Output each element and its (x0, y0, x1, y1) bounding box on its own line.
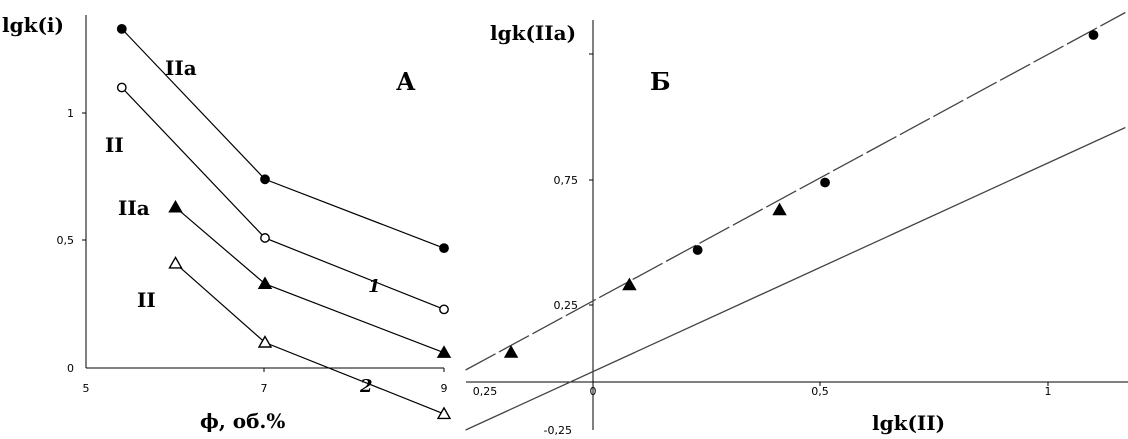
panel-a-x-axis-label: ϕ, об.% (200, 409, 285, 433)
panel-a-data-point (436, 345, 452, 358)
series-label-ii-triangles: II (137, 288, 156, 312)
panel-a-series-line (121, 87, 445, 310)
panel-a-y-tick-label: 1 (67, 107, 74, 120)
panel-a-data-point (116, 82, 127, 93)
panel-b-dashed-fit-line (465, 11, 1126, 371)
series-label-ii-circles: II (105, 133, 124, 157)
panel-a-label: А (396, 67, 416, 96)
panel-a-data-point (436, 406, 452, 420)
panel-b-data-point (503, 345, 519, 358)
panel-a-y-axis-label: lgk(i) (2, 13, 64, 37)
panel-b-solid-diagonal-line (465, 126, 1126, 431)
panel-b-data-point (622, 277, 637, 291)
panel-b-data-point (772, 202, 787, 216)
panel-b-data-point (820, 177, 830, 188)
panel-a-data-point (168, 256, 183, 269)
panel-a: 5 7 9 0 0,5 1 lgk(i) ϕ, об.% А IIa II II… (2, 13, 452, 433)
panel-b: 0,25 0 0,5 1 -0,25 0,25 0,75 lgk(IIa) lg… (465, 11, 1128, 437)
group-label-2: 2 (359, 376, 373, 397)
panel-a-data-point (168, 199, 183, 213)
panel-a-data-point (260, 174, 270, 185)
panel-b-x-axis-label: lgk(II) (872, 411, 945, 435)
panel-a-data-point (439, 243, 449, 254)
panel-a-x-tick-label: 9 (441, 382, 448, 395)
panel-a-y-tick-label: 0 (67, 362, 74, 375)
panel-b-x-tick-label: 1 (1045, 385, 1052, 398)
panel-a-data-point (257, 276, 273, 290)
panel-b-y-tick-label: 0,25 (554, 299, 579, 312)
panel-b-data-marks (503, 30, 1099, 358)
panel-b-x-tick-label: 0 (590, 385, 597, 398)
panel-b-label: Б (650, 67, 671, 96)
panel-a-data-point (116, 23, 127, 34)
series-label-iia-circles: IIa (165, 56, 197, 80)
panel-a-data-marks (116, 23, 452, 420)
group-label-1: 1 (368, 276, 381, 297)
panel-a-series-line (175, 263, 445, 415)
panel-a-data-point (439, 304, 449, 315)
panel-b-y-axis-label: lgk(IIa) (490, 21, 576, 45)
panel-a-data-point (260, 233, 270, 243)
panel-b-x-tick-label: 0,5 (811, 385, 829, 398)
panel-a-x-tick-label: 7 (261, 382, 268, 395)
panel-b-y-tick-label: -0,25 (544, 424, 572, 437)
series-label-iia-triangles: IIa (118, 196, 150, 220)
panel-a-y-tick-label: 0,5 (57, 234, 75, 247)
panel-b-data-point (1088, 30, 1099, 40)
panel-a-x-tick-label: 5 (83, 382, 90, 395)
panel-b-y-tick-label: 0,75 (554, 174, 579, 187)
panel-a-data-point (257, 335, 273, 348)
panel-b-x-tick-label: 0,25 (473, 385, 498, 398)
panel-a-series-line (175, 206, 445, 354)
panel-b-data-point (692, 245, 703, 255)
panel-b-fit-lines (465, 11, 1126, 431)
